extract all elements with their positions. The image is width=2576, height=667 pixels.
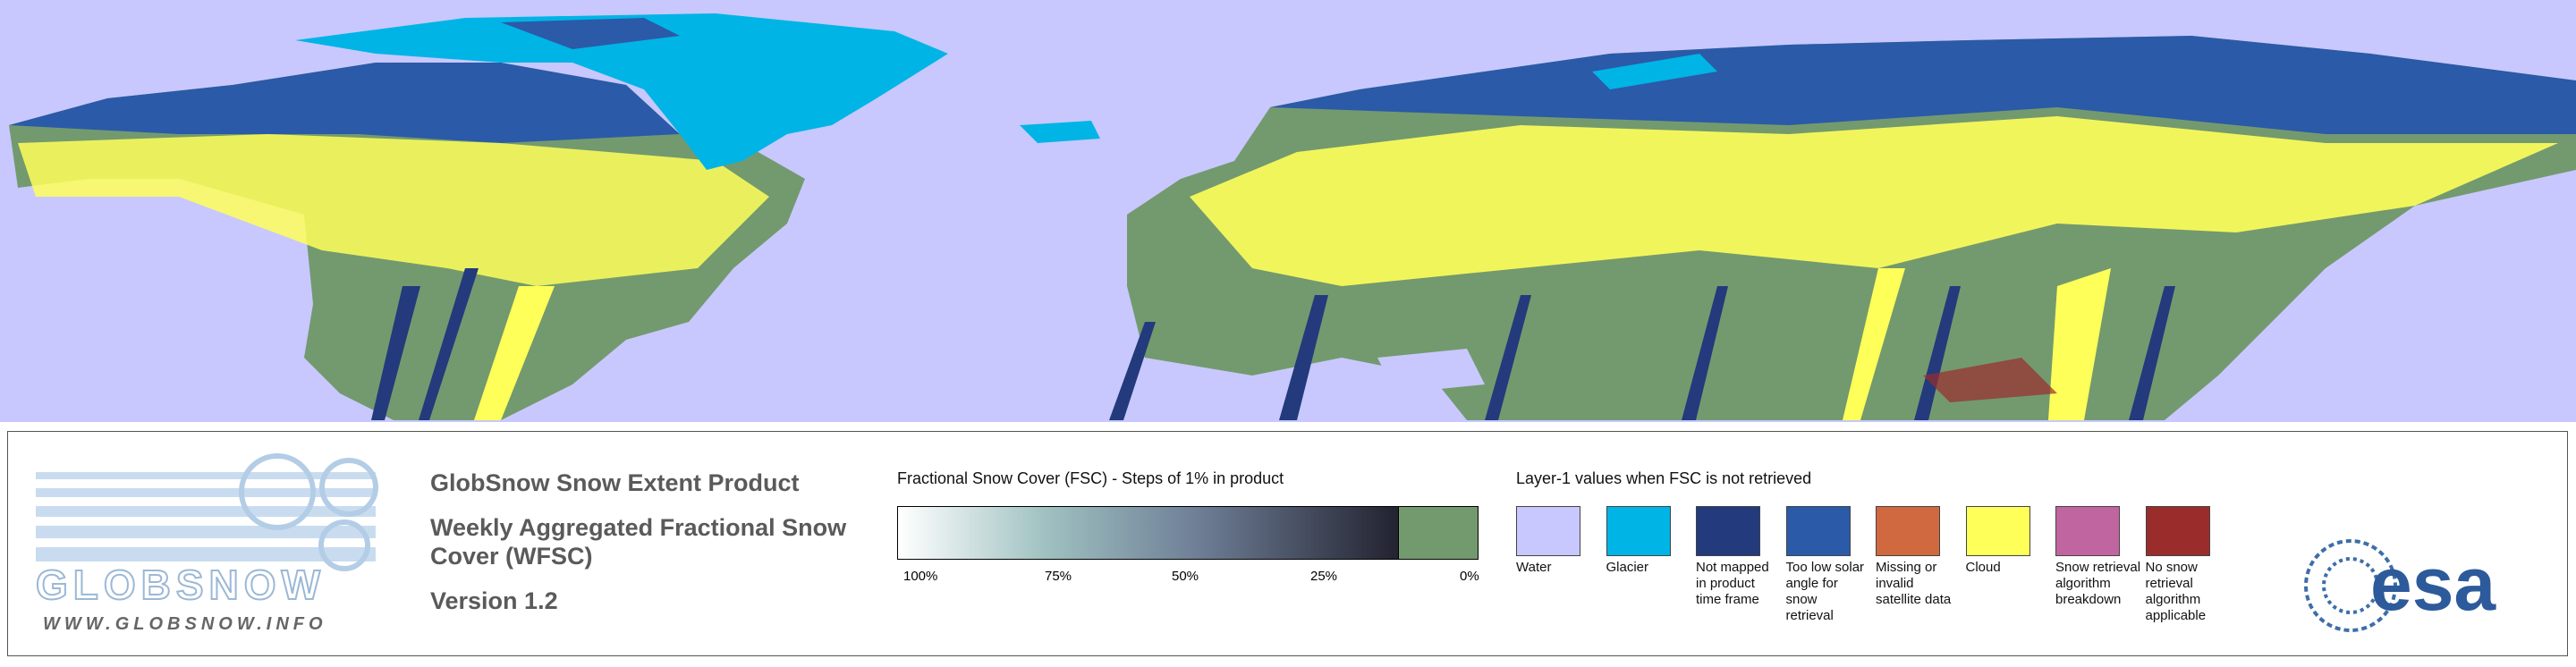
snow-map [0, 0, 2576, 422]
class-label: Glacier [1606, 560, 1649, 575]
class-label: Missing or invalid satellite data [1876, 560, 1952, 607]
legend-box [7, 431, 2568, 656]
class-label: Snow retrieval algorithm breakdown [2055, 560, 2141, 607]
product-version: Version 1.2 [430, 587, 558, 614]
class-swatch [1876, 506, 1940, 556]
colorbar-title: Fractional Snow Cover (FSC) - Steps of 1… [897, 469, 1284, 487]
class-label: Too low solar angle for snow retrieval [1785, 560, 1865, 623]
esa-logo: esa [2304, 539, 2496, 632]
class-swatch [1606, 506, 1671, 556]
class-swatch [1785, 506, 1851, 556]
colorbar-tick-label: 75% [1045, 569, 1072, 584]
logo-text: GLOBSNOW [36, 561, 326, 608]
class-swatch [1965, 506, 2030, 556]
colorbar-tick-label: 100% [903, 569, 938, 584]
class-label: Water [1516, 560, 1552, 575]
class-label: No snow retrieval algorithm applicable [2145, 560, 2207, 623]
colorbar-gradient [897, 506, 1399, 560]
layer1-title: Layer-1 values when FSC is not retrieved [1516, 469, 1812, 487]
class-label: Cloud [1965, 560, 2001, 575]
colorbar-zero [1398, 506, 1479, 560]
class-swatch [1516, 506, 1580, 556]
colorbar-tick-label: 0% [1460, 569, 1479, 584]
esa-text: esa [2370, 542, 2496, 626]
product-title: GlobSnow Snow Extent Product [430, 469, 800, 496]
colorbar-tick-label: 25% [1310, 569, 1338, 584]
logo-url: WWW.GLOBSNOW.INFO [43, 614, 327, 634]
class-swatch [2055, 506, 2120, 556]
globsnow-logo: GLOBSNOW WWW.GLOBSNOW.INFO [36, 453, 378, 634]
class-swatch [1696, 506, 1760, 556]
product-subtitle: Weekly Aggregated Fractional Snow Cover … [430, 514, 847, 570]
class-label: Not mapped in product time frame [1696, 560, 1769, 607]
class-swatch [2145, 506, 2210, 556]
colorbar-tick-label: 50% [1172, 569, 1199, 584]
